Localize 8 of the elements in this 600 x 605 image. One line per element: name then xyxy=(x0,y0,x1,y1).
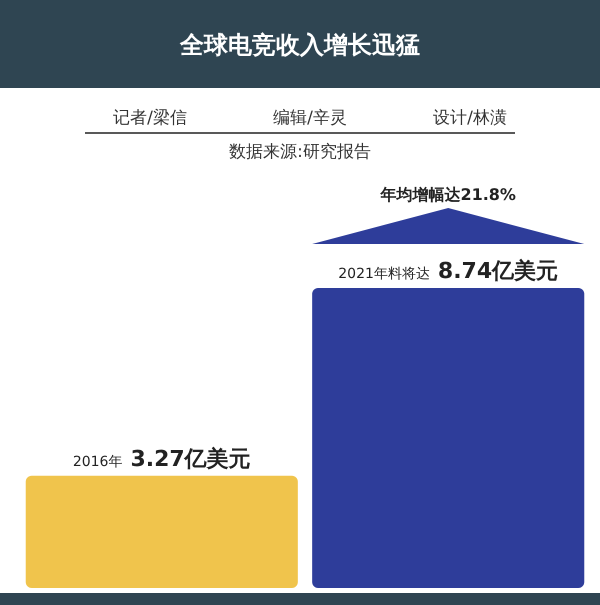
text: 年均增幅达21.8% xyxy=(379,185,516,204)
source-note: 数据来源:研究报告 xyxy=(229,142,371,162)
text: 记者/梁信 编辑/辛灵 设计/林潢 xyxy=(113,108,507,128)
x-tick-label: 2021年料将达 xyxy=(338,266,430,282)
data-label: 8.74亿美元 xyxy=(438,258,558,284)
chart-title: 全球电竞收入增长迅猛 xyxy=(179,31,420,59)
data-label: 3.27亿美元 xyxy=(130,446,251,472)
x-tick-label: 2016年 xyxy=(72,454,122,470)
